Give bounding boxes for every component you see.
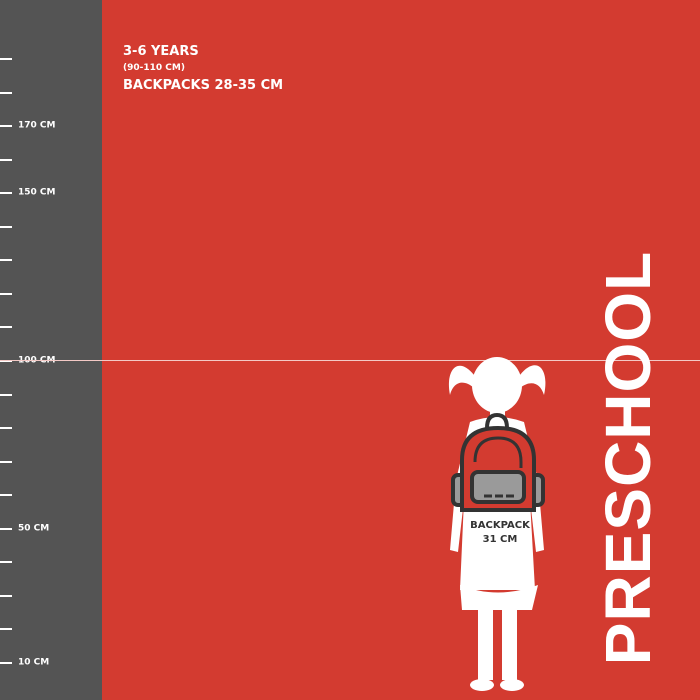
ruler-tick xyxy=(0,460,12,463)
category-title: PRESCHOOL xyxy=(592,250,664,666)
ruler-tick xyxy=(0,91,12,94)
backpack-icon xyxy=(451,412,545,512)
ruler-tick xyxy=(0,158,12,161)
ruler-tick xyxy=(0,192,12,195)
age-range: 3-6 YEARS xyxy=(123,44,199,59)
ruler-label: 10 CM xyxy=(18,657,50,668)
ruler-tick xyxy=(0,628,12,631)
child-silhouette xyxy=(448,357,546,691)
ruler-tick xyxy=(0,125,12,128)
ruler-tick xyxy=(0,527,12,530)
ruler-tick xyxy=(0,427,12,430)
ruler-tick xyxy=(0,561,12,564)
height-marker-line xyxy=(0,360,700,361)
ruler-tick xyxy=(0,58,12,60)
ruler-tick xyxy=(0,225,12,228)
ruler-label: 170 CM xyxy=(18,120,56,131)
ruler-label: 150 CM xyxy=(18,187,56,198)
ruler-tick xyxy=(0,326,12,329)
backpack-range: BACKPACKS 28-35 CM xyxy=(123,78,284,93)
ruler-label: 50 CM xyxy=(18,523,50,534)
ruler-tick xyxy=(0,292,12,295)
height-range: (90-110 CM) xyxy=(123,63,185,73)
ruler-tick xyxy=(0,594,12,597)
ruler-tick xyxy=(0,259,12,262)
ruler-tick xyxy=(0,494,12,497)
ruler-tick xyxy=(0,661,12,664)
ruler-tick xyxy=(0,393,12,396)
backpack-label: BACKPACK xyxy=(470,520,530,531)
backpack-size: 31 CM xyxy=(482,534,518,545)
